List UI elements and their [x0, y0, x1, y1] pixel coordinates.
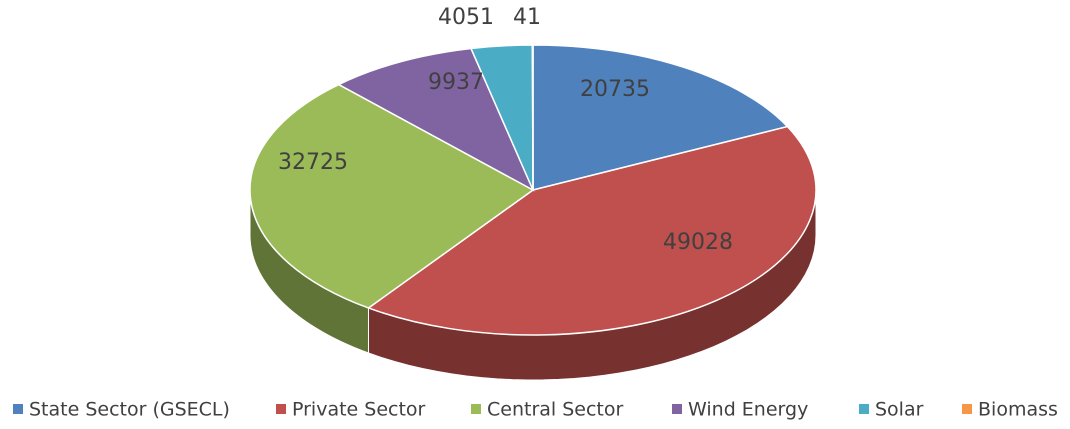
- data-label: 9937: [428, 70, 484, 95]
- legend-label: State Sector (GSECL): [29, 399, 230, 421]
- pie-slice: [366, 125, 817, 336]
- pie-slice: [531, 44, 534, 191]
- legend-swatch: [471, 404, 481, 414]
- legend-label: Solar: [875, 399, 924, 421]
- pie-slice: [532, 44, 789, 191]
- pie-slice: [249, 83, 535, 309]
- legend-swatch: [672, 404, 682, 414]
- data-label: 20735: [580, 77, 650, 102]
- legend-swatch: [13, 404, 23, 414]
- data-label: 49028: [663, 230, 733, 255]
- legend-label: Wind Energy: [688, 399, 808, 421]
- data-label: 41: [513, 5, 541, 30]
- data-label: 4051: [438, 5, 494, 30]
- pie-slice: [337, 47, 535, 192]
- legend-swatch: [859, 404, 869, 414]
- legend-label: Private Sector: [292, 399, 426, 421]
- legend-swatch: [962, 404, 972, 414]
- legend-label: Biomass: [978, 399, 1058, 421]
- data-label: 32725: [278, 150, 348, 175]
- legend-label: Central Sector: [487, 399, 623, 421]
- legend-swatch: [276, 404, 286, 414]
